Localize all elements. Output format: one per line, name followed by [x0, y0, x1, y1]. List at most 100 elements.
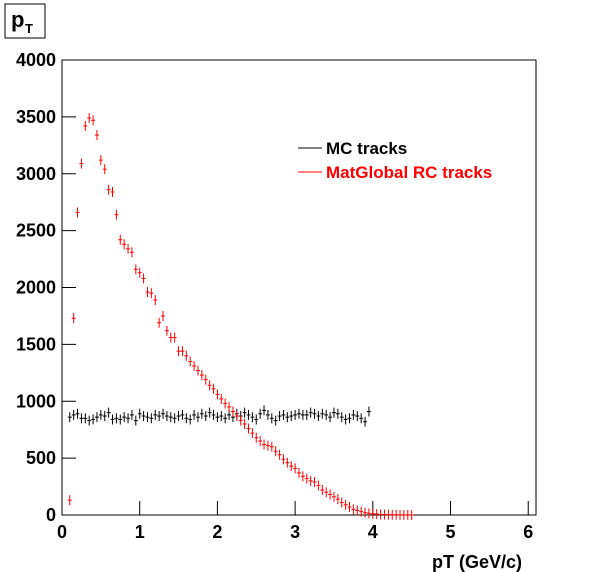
data-point	[75, 408, 80, 419]
data-point	[405, 509, 410, 520]
data-point	[250, 412, 255, 423]
data-point	[118, 234, 123, 245]
data-point	[258, 436, 263, 447]
data-point	[308, 407, 313, 418]
data-point	[265, 440, 270, 451]
data-point	[67, 495, 72, 506]
y-tick-label: 4000	[16, 50, 56, 70]
data-point	[343, 499, 348, 510]
y-tick-label: 1000	[16, 391, 56, 411]
data-point	[262, 405, 266, 416]
y-tick-label: 3000	[16, 164, 56, 184]
data-point	[300, 471, 305, 482]
data-point	[83, 413, 88, 424]
data-point	[328, 412, 333, 423]
data-point	[312, 477, 317, 488]
data-point	[102, 164, 107, 175]
data-point	[188, 414, 193, 425]
y-tick-label: 0	[46, 505, 56, 525]
x-axis-label: pT (GeV/c)	[432, 552, 522, 572]
data-point	[335, 494, 340, 505]
data-point	[199, 408, 204, 419]
data-point	[157, 317, 162, 328]
data-point	[242, 419, 247, 429]
data-point	[250, 428, 255, 439]
data-point	[184, 413, 189, 424]
data-point	[79, 413, 84, 424]
data-point	[153, 409, 158, 420]
data-point	[126, 243, 130, 254]
data-point	[246, 423, 251, 434]
data-point	[269, 441, 274, 452]
data-point	[234, 411, 239, 422]
data-point	[164, 325, 169, 336]
data-point	[95, 412, 99, 423]
data-point	[374, 509, 379, 520]
data-point	[180, 409, 185, 420]
data-point	[172, 413, 177, 424]
data-point	[277, 449, 282, 460]
data-point	[87, 415, 92, 426]
data-point	[320, 484, 325, 495]
data-point	[297, 467, 301, 478]
data-point	[110, 186, 115, 197]
data-point	[223, 413, 228, 424]
data-point	[289, 411, 294, 422]
data-point	[180, 346, 185, 357]
data-point	[324, 409, 329, 420]
data-point	[71, 313, 76, 324]
data-point	[328, 489, 333, 500]
data-point	[98, 155, 103, 166]
data-point	[161, 310, 165, 321]
data-point	[203, 374, 208, 385]
data-point	[370, 508, 375, 519]
data-point	[106, 407, 111, 418]
data-point	[343, 414, 348, 425]
data-point	[126, 413, 130, 424]
data-point	[258, 408, 263, 419]
data-point	[254, 414, 259, 425]
data-point	[122, 412, 127, 423]
data-point	[304, 409, 309, 420]
data-point	[254, 432, 259, 443]
data-point	[227, 401, 232, 412]
chart-title: p	[11, 7, 24, 32]
data-point	[199, 370, 204, 381]
data-point	[196, 365, 200, 376]
x-tick-label: 0	[57, 522, 67, 542]
data-point	[141, 273, 146, 284]
y-tick-label: 3500	[16, 107, 56, 127]
data-point	[141, 411, 146, 422]
data-point	[192, 409, 197, 420]
data-point	[71, 409, 76, 420]
data-point	[366, 508, 371, 519]
data-point	[118, 414, 123, 425]
title-box	[4, 3, 46, 39]
x-tick-label: 5	[446, 522, 456, 542]
data-point	[409, 510, 414, 520]
data-point	[207, 380, 212, 391]
data-point	[246, 409, 251, 420]
data-point	[351, 504, 356, 515]
data-point	[390, 509, 395, 520]
data-point	[355, 411, 360, 422]
data-point	[184, 350, 189, 361]
data-point	[133, 415, 138, 426]
data-point	[161, 408, 165, 419]
data-point	[398, 509, 402, 520]
data-point	[347, 413, 352, 424]
data-point	[401, 509, 406, 520]
data-point	[304, 473, 309, 484]
data-point	[293, 463, 298, 474]
y-tick-label: 2000	[16, 278, 56, 298]
x-tick-label: 2	[212, 522, 222, 542]
data-point	[363, 416, 367, 427]
data-point	[110, 414, 115, 425]
y-tick-label: 500	[26, 448, 56, 468]
data-point	[106, 184, 111, 195]
data-point	[176, 411, 181, 422]
data-point	[98, 409, 103, 420]
data-point	[211, 383, 216, 394]
